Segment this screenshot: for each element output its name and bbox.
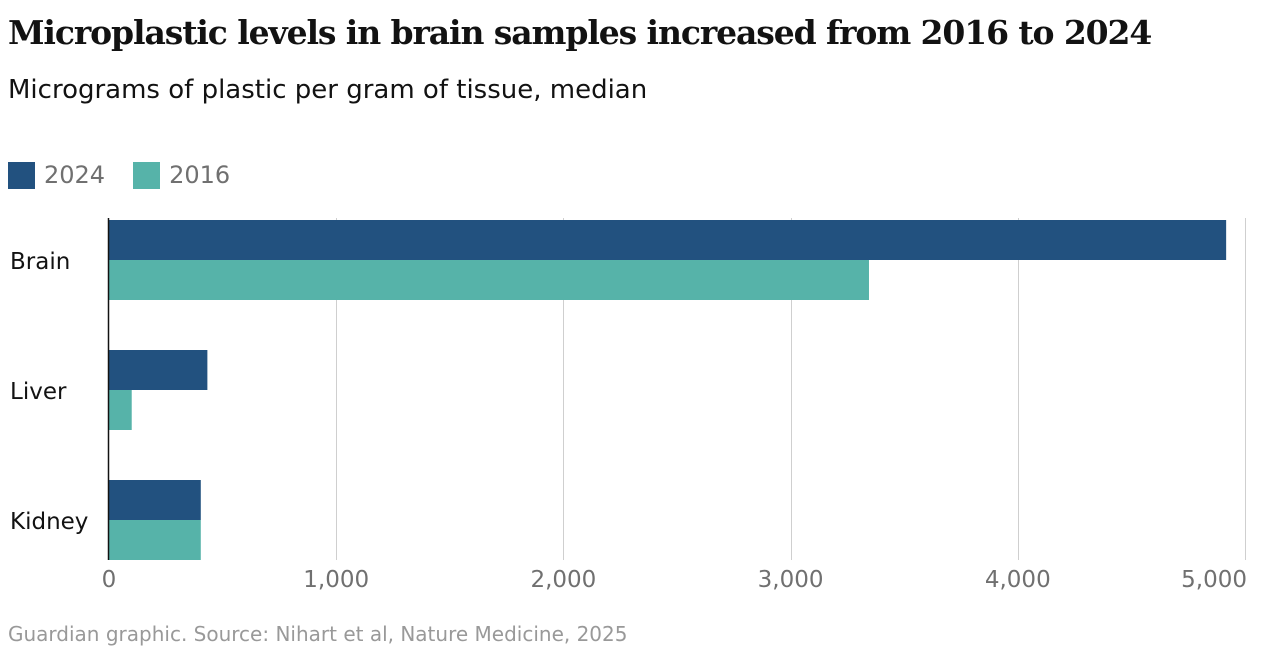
legend-swatch-2024	[8, 161, 35, 189]
category-label-brain: Brain	[10, 249, 70, 275]
chart-subtitle: Micrograms of plastic per gram of tissue…	[8, 75, 648, 105]
x-tick-label-0: 0	[102, 567, 117, 593]
x-tick-label-3000: 3,000	[758, 567, 824, 593]
chart-title: Microplastic levels in brain samples inc…	[8, 13, 1152, 52]
legend-swatch-2016	[133, 161, 161, 189]
legend: 2024 2016	[8, 158, 258, 192]
bar-kidney-2016	[109, 520, 201, 560]
bar-chart: Brain Liver Kidney 0 1,000 2,000 3,000 4,000 5,0…	[10, 218, 1247, 593]
source-note: Guardian graphic. Source: Nihart et al, …	[8, 622, 628, 646]
x-tick-label-5000: 5,000	[1181, 567, 1247, 593]
category-label-kidney: Kidney	[10, 509, 88, 535]
bar-liver-2016	[109, 390, 132, 430]
x-tick-label-4000: 4,000	[985, 567, 1051, 593]
bar-liver-2024	[109, 350, 208, 390]
bar-brain-2016	[109, 260, 869, 300]
bar-brain-2024	[109, 220, 1227, 260]
legend-label-2024: 2024	[44, 161, 106, 189]
x-tick-label-1000: 1,000	[303, 567, 369, 593]
x-tick-label-2000: 2,000	[530, 567, 596, 593]
legend-item-2024: 2024	[8, 161, 105, 189]
legend-item-2016: 2016	[133, 161, 230, 189]
bar-kidney-2024	[109, 480, 201, 520]
category-label-liver: Liver	[10, 379, 67, 405]
legend-label-2016: 2016	[169, 161, 231, 189]
